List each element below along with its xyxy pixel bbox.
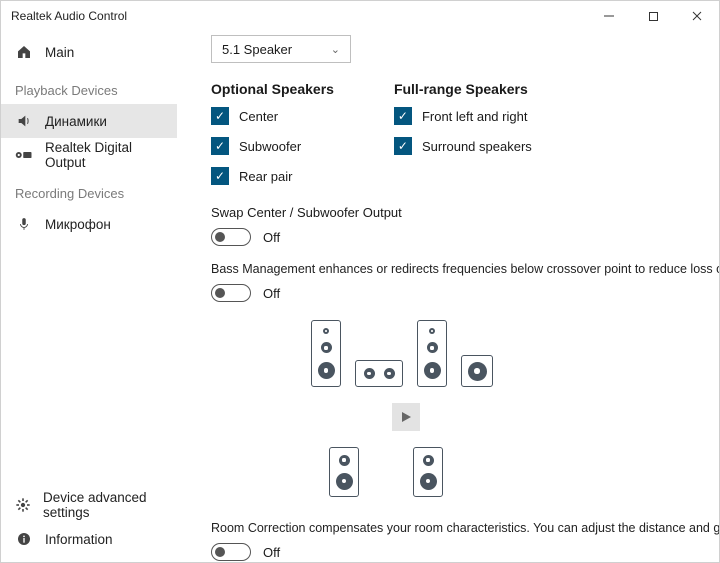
sidebar-item-label: Динамики bbox=[45, 114, 107, 129]
swap-toggle[interactable] bbox=[211, 228, 251, 246]
checkbox-front-lr[interactable]: ✓ Front left and right bbox=[394, 107, 532, 125]
speaker-front-right[interactable] bbox=[417, 320, 447, 387]
optional-heading: Optional Speakers bbox=[211, 81, 334, 97]
sidebar-item-information[interactable]: Information bbox=[1, 522, 177, 556]
check-icon: ✓ bbox=[394, 107, 412, 125]
maximize-button[interactable] bbox=[631, 1, 675, 31]
bass-desc: Bass Management enhances or redirects fr… bbox=[211, 262, 719, 276]
checkbox-label: Subwoofer bbox=[239, 139, 301, 154]
sidebar-item-label: Микрофон bbox=[45, 217, 111, 232]
checkbox-rear-pair[interactable]: ✓ Rear pair bbox=[211, 167, 334, 185]
checkbox-label: Front left and right bbox=[422, 109, 528, 124]
checkbox-label: Center bbox=[239, 109, 278, 124]
speaker-config-select[interactable]: 5.1 Speaker ⌄ bbox=[211, 35, 351, 63]
room-toggle[interactable] bbox=[211, 543, 251, 561]
speaker-front-left[interactable] bbox=[311, 320, 341, 387]
checkbox-label: Rear pair bbox=[239, 169, 292, 184]
speaker-subwoofer[interactable] bbox=[461, 355, 493, 387]
sidebar: Main Playback Devices Динамики Realtek D… bbox=[1, 31, 177, 562]
room-desc: Room Correction compensates your room ch… bbox=[211, 521, 719, 535]
titlebar: Realtek Audio Control bbox=[1, 1, 719, 31]
bass-state: Off bbox=[263, 286, 280, 301]
swap-state: Off bbox=[263, 230, 280, 245]
sidebar-item-label: Main bbox=[45, 45, 74, 60]
sidebar-section-playback: Playback Devices bbox=[1, 69, 177, 104]
sidebar-item-label: Realtek Digital Output bbox=[45, 140, 163, 170]
minimize-button[interactable] bbox=[587, 1, 631, 31]
room-state: Off bbox=[263, 545, 280, 560]
checkbox-label: Surround speakers bbox=[422, 139, 532, 154]
sidebar-item-main[interactable]: Main bbox=[1, 35, 177, 69]
check-icon: ✓ bbox=[211, 167, 229, 185]
checkbox-surround[interactable]: ✓ Surround speakers bbox=[394, 137, 532, 155]
speaker-rear-left[interactable] bbox=[329, 447, 359, 497]
check-icon: ✓ bbox=[211, 137, 229, 155]
optional-speakers-group: Optional Speakers ✓ Center ✓ Subwoofer ✓… bbox=[211, 81, 334, 197]
sidebar-item-label: Device advanced settings bbox=[43, 490, 163, 520]
check-icon: ✓ bbox=[394, 137, 412, 155]
close-button[interactable] bbox=[675, 1, 719, 31]
speaker-rear-right[interactable] bbox=[413, 447, 443, 497]
speaker-layout bbox=[211, 320, 719, 497]
sidebar-item-speakers[interactable]: Динамики bbox=[1, 104, 177, 138]
sidebar-item-label: Information bbox=[45, 532, 113, 547]
swap-label: Swap Center / Subwoofer Output bbox=[211, 205, 719, 220]
fullrange-speakers-group: Full-range Speakers ✓ Front left and rig… bbox=[394, 81, 532, 197]
sidebar-section-recording: Recording Devices bbox=[1, 172, 177, 207]
main-panel: 5.1 Speaker ⌄ Optional Speakers ✓ Center… bbox=[177, 31, 719, 562]
bass-toggle[interactable] bbox=[211, 284, 251, 302]
home-icon bbox=[15, 43, 33, 61]
check-icon: ✓ bbox=[211, 107, 229, 125]
gear-icon bbox=[15, 496, 31, 514]
play-button[interactable] bbox=[392, 403, 420, 431]
digital-output-icon bbox=[15, 146, 33, 164]
speaker-icon bbox=[15, 112, 33, 130]
checkbox-subwoofer[interactable]: ✓ Subwoofer bbox=[211, 137, 334, 155]
select-value: 5.1 Speaker bbox=[222, 42, 292, 57]
chevron-down-icon: ⌄ bbox=[331, 43, 340, 56]
sidebar-item-digital-output[interactable]: Realtek Digital Output bbox=[1, 138, 177, 172]
sidebar-item-microphone[interactable]: Микрофон bbox=[1, 207, 177, 241]
microphone-icon bbox=[15, 215, 33, 233]
sidebar-item-device-advanced[interactable]: Device advanced settings bbox=[1, 488, 177, 522]
checkbox-center[interactable]: ✓ Center bbox=[211, 107, 334, 125]
info-icon bbox=[15, 530, 33, 548]
window-title: Realtek Audio Control bbox=[11, 9, 127, 23]
fullrange-heading: Full-range Speakers bbox=[394, 81, 532, 97]
speaker-center[interactable] bbox=[355, 360, 403, 387]
